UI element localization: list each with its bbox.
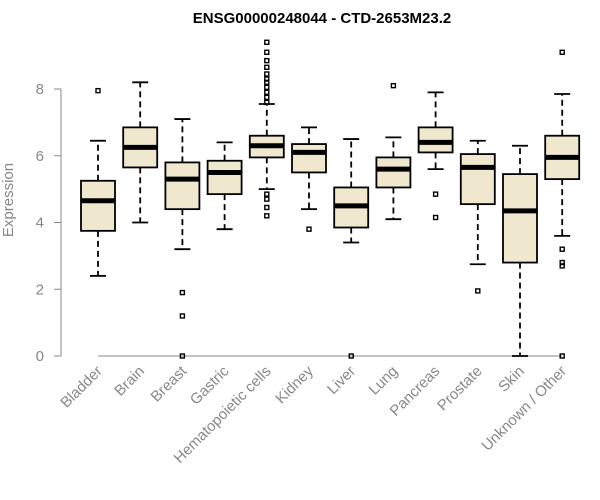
box-iqr bbox=[164, 161, 201, 211]
y-ticks: 0 2 4 6 8 bbox=[36, 81, 61, 365]
box-iqr bbox=[80, 179, 116, 232]
x-category-label: Prostate bbox=[434, 363, 486, 415]
outlier-point bbox=[559, 263, 565, 269]
outlier-point bbox=[264, 57, 270, 64]
box-group bbox=[375, 82, 412, 221]
y-tick-label: 2 bbox=[36, 281, 44, 298]
outlier-point bbox=[264, 99, 270, 106]
y-tick-label: 4 bbox=[36, 215, 44, 232]
boxes bbox=[80, 39, 581, 359]
box-iqr bbox=[375, 156, 412, 189]
outlier-point bbox=[264, 213, 270, 219]
x-category-label: Kidney bbox=[272, 362, 317, 407]
x-category-label: Skin bbox=[495, 363, 528, 396]
chart-title: ENSG00000248044 - CTD-2653M23.2 bbox=[193, 10, 452, 27]
box-group bbox=[333, 138, 370, 359]
box-group bbox=[291, 126, 327, 232]
outlier-point bbox=[348, 353, 354, 359]
outlier-point bbox=[264, 84, 270, 91]
outlier-point bbox=[264, 89, 270, 96]
box-group bbox=[459, 139, 496, 294]
x-category-label: Brain bbox=[111, 363, 148, 400]
outlier-point bbox=[559, 353, 565, 359]
outlier-point bbox=[95, 87, 101, 94]
outlier-point bbox=[264, 49, 270, 55]
box-iqr bbox=[291, 143, 327, 174]
outlier-point bbox=[264, 204, 270, 211]
outlier-point bbox=[264, 39, 270, 45]
box-group bbox=[122, 81, 159, 224]
outlier-point bbox=[264, 191, 270, 197]
outlier-point bbox=[390, 82, 397, 89]
y-tick-label: 0 bbox=[36, 348, 44, 365]
box-group bbox=[164, 118, 201, 359]
box-group bbox=[417, 91, 454, 221]
y-tick-label: 6 bbox=[36, 148, 44, 165]
outlier-point bbox=[559, 49, 565, 55]
outlier-point bbox=[264, 79, 270, 86]
outlier-point bbox=[264, 71, 270, 77]
outlier-point bbox=[179, 353, 186, 359]
outlier-point bbox=[475, 288, 481, 294]
box-group bbox=[544, 49, 581, 359]
box-group bbox=[248, 39, 285, 219]
outlier-point bbox=[432, 214, 439, 221]
box-group bbox=[206, 141, 243, 231]
outlier-point bbox=[264, 196, 270, 202]
outlier-point bbox=[264, 94, 270, 101]
box-iqr bbox=[206, 159, 243, 196]
outlier-point bbox=[306, 226, 312, 232]
outlier-point bbox=[179, 289, 186, 296]
y-tick-label: 8 bbox=[36, 81, 44, 98]
x-category-label: Bladder bbox=[57, 363, 106, 412]
box-group bbox=[502, 144, 538, 357]
outlier-point bbox=[559, 246, 565, 252]
x-category-label: Lung bbox=[366, 363, 402, 399]
x-category-label: Breast bbox=[148, 362, 191, 405]
y-axis-label: Expression bbox=[0, 163, 17, 237]
outlier-point bbox=[179, 313, 186, 319]
box-iqr bbox=[459, 153, 496, 206]
box-iqr bbox=[417, 126, 454, 154]
box-iqr bbox=[502, 173, 538, 264]
x-category-label: Liver bbox=[324, 363, 359, 398]
outlier-point bbox=[264, 64, 270, 71]
outlier-point bbox=[432, 191, 439, 197]
box-group bbox=[80, 87, 116, 277]
